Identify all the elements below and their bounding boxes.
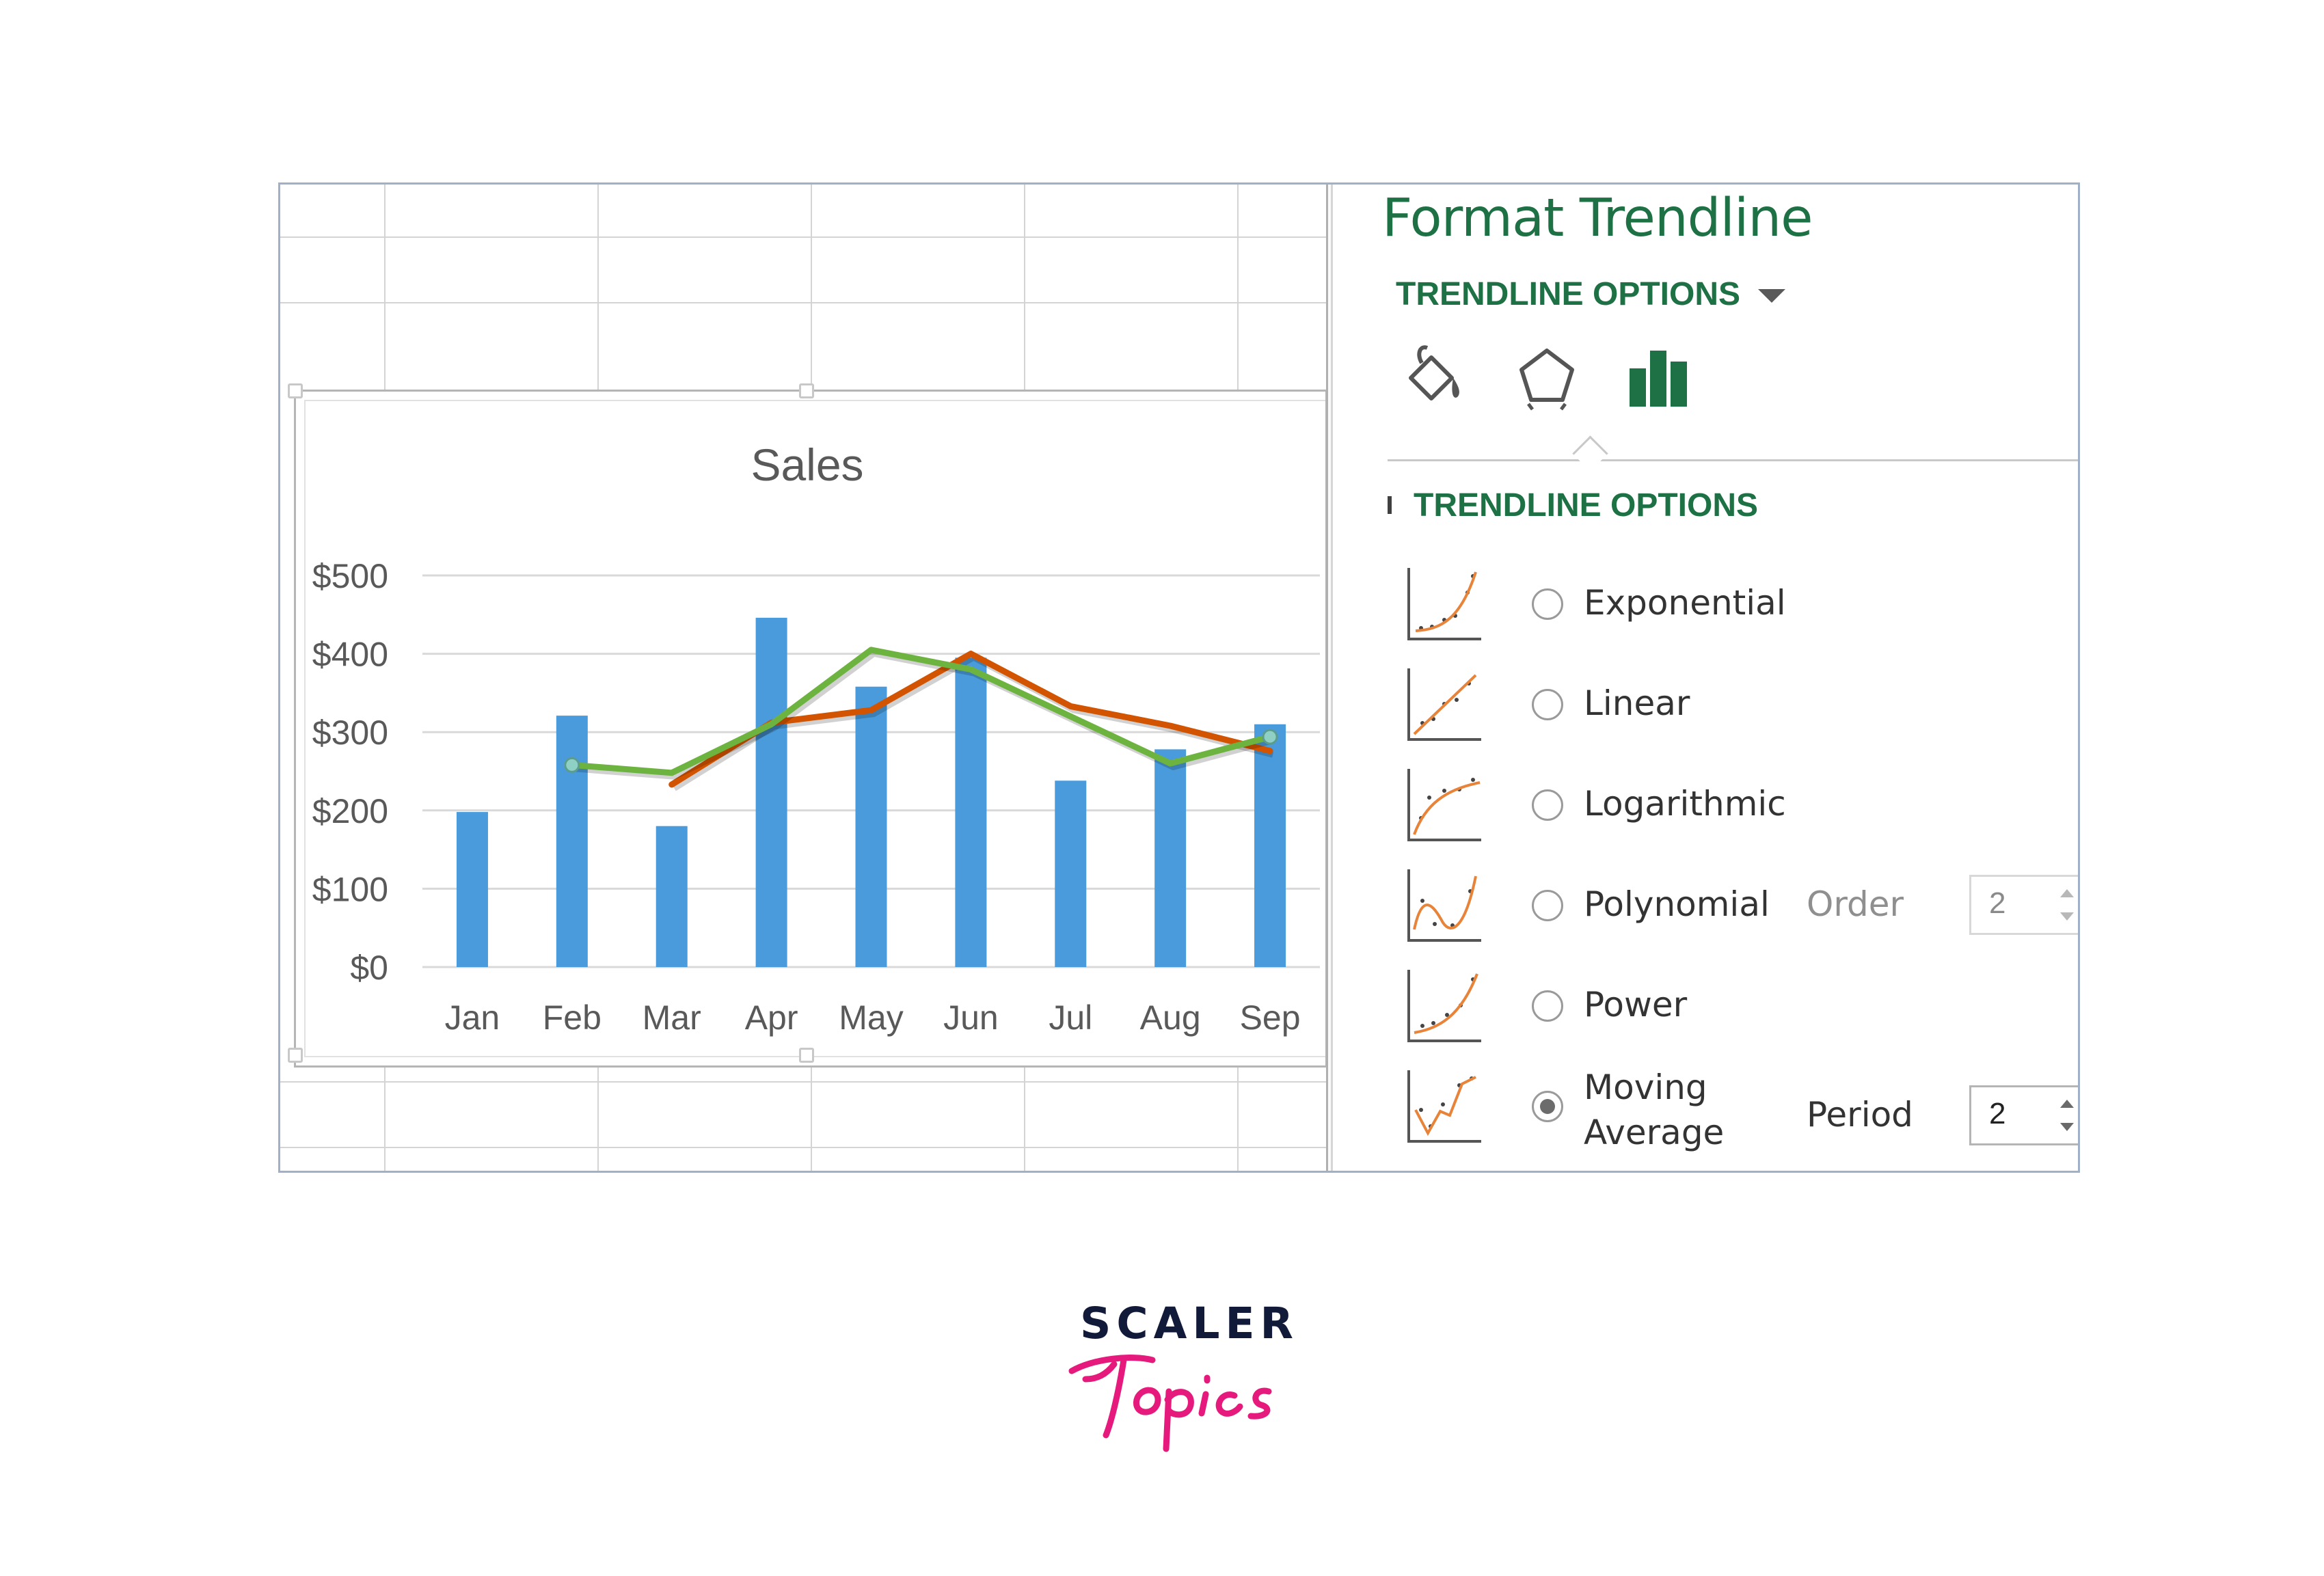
x-tick-label: Jan [445, 998, 500, 1037]
bar [456, 812, 488, 967]
radio-polynomial[interactable] [1532, 890, 1563, 921]
linear-trend-icon [1407, 668, 1481, 741]
logarithmic-curve-icon [1407, 769, 1481, 841]
spin-up-icon [2060, 889, 2074, 897]
option-logarithmic[interactable]: Logarithmic [1405, 763, 2078, 845]
chart-plot: Sales $0 $100 $200 $300 $400 $500 Jan Feb Mar Apr M… [312, 439, 1320, 1037]
label-moving-average-line2: Average [1584, 1113, 1725, 1152]
logo-script [1068, 1355, 1272, 1452]
y-tick-label: $500 [312, 557, 388, 595]
y-tick-label: $100 [312, 870, 388, 908]
bar [855, 686, 887, 967]
y-tick-label: $0 [350, 949, 388, 987]
radio-exponential[interactable] [1532, 588, 1563, 620]
option-moving-average[interactable]: Moving Average Period 2 [1405, 1065, 2078, 1152]
period-value[interactable]: 2 [1989, 1097, 2006, 1130]
x-tick-label: Sep [1240, 998, 1301, 1037]
label-polynomial[interactable]: Polynomial [1584, 884, 1770, 924]
bar [1254, 724, 1286, 967]
trendline-options-dropdown[interactable]: TRENDLINE OPTIONS [1396, 275, 1786, 313]
pane-title: Format Trendline [1382, 188, 1813, 249]
x-tick-label: Jul [1049, 998, 1092, 1037]
y-tick-label: $200 [312, 792, 388, 830]
y-tick-label: $400 [312, 636, 388, 674]
order-label: Order [1807, 884, 1904, 924]
tab-effects[interactable] [1509, 338, 1584, 413]
polynomial-curve-icon [1407, 869, 1481, 942]
radio-logarithmic[interactable] [1532, 789, 1563, 821]
bar-chart-icon [1630, 351, 1687, 407]
spin-down-icon[interactable] [2060, 1123, 2074, 1131]
spreadsheet-grid[interactable]: Sales $0 $100 $200 $300 $400 $500 Jan Feb Mar Apr M… [280, 185, 1326, 1171]
bar [955, 657, 987, 967]
section-heading[interactable]: TRENDLINE OPTIONS [1414, 487, 1759, 524]
radio-power[interactable] [1532, 990, 1563, 1022]
option-exponential[interactable]: Exponential [1405, 562, 2078, 644]
resize-handle-bottom[interactable] [799, 1048, 814, 1063]
x-tick-label: Apr [745, 998, 798, 1037]
pane-splitter[interactable] [1326, 185, 1333, 1171]
tab-trendline-options[interactable] [1623, 338, 1698, 413]
bar [1055, 780, 1087, 967]
order-spinner: 2 [1969, 875, 2078, 935]
dropdown-label: TRENDLINE OPTIONS [1396, 276, 1741, 312]
bar [556, 716, 588, 967]
order-value: 2 [1989, 886, 2006, 920]
trendline-green [569, 647, 1273, 776]
label-logarithmic[interactable]: Logarithmic [1584, 784, 1786, 824]
option-linear[interactable]: Linear [1405, 663, 2078, 745]
option-power[interactable]: Power [1405, 964, 2078, 1046]
period-label: Period [1807, 1095, 1913, 1135]
label-moving-average-line1: Moving [1584, 1068, 1707, 1107]
trendline-endpoint-handle [1262, 729, 1278, 745]
collapse-marker-icon[interactable] [1388, 496, 1392, 514]
y-tick-label: $300 [312, 714, 388, 752]
radio-linear[interactable] [1532, 689, 1563, 720]
trendline-endpoint-handle [564, 757, 580, 773]
format-trendline-pane: Format Trendline TRENDLINE OPTIONS [1333, 185, 2078, 1171]
resize-handle-bottom-left[interactable] [288, 1048, 303, 1063]
dropdown-arrow-icon [1758, 288, 1786, 303]
logo-wordmark: SCALER [1080, 1299, 1299, 1348]
spin-up-icon[interactable] [2060, 1100, 2074, 1108]
period-spinner[interactable]: 2 [1969, 1085, 2078, 1145]
chart-title: Sales [751, 439, 863, 490]
spin-down-icon [2060, 912, 2074, 921]
scaler-topics-logo: SCALER [1066, 1299, 1293, 1469]
tab-separator [1388, 459, 2078, 461]
bar [755, 617, 787, 967]
x-tick-label: May [839, 998, 903, 1037]
x-tick-label: Mar [643, 998, 701, 1037]
label-power[interactable]: Power [1584, 985, 1688, 1024]
x-tick-label: Feb [543, 998, 602, 1037]
resize-handle-top[interactable] [799, 383, 814, 398]
bar [1154, 749, 1187, 967]
option-polynomial[interactable]: Polynomial Order 2 [1405, 864, 2078, 946]
label-linear[interactable]: Linear [1584, 683, 1690, 723]
power-curve-icon [1407, 970, 1481, 1042]
resize-handle-top-left[interactable] [288, 383, 303, 398]
paint-bucket-icon [1409, 345, 1459, 400]
exponential-curve-icon [1407, 568, 1481, 640]
pentagon-icon [1519, 349, 1574, 411]
label-exponential[interactable]: Exponential [1584, 583, 1786, 623]
x-tick-label: Aug [1140, 998, 1201, 1037]
radio-moving-average[interactable] [1532, 1091, 1563, 1122]
x-tick-label: Jun [943, 998, 999, 1037]
tab-fill-line[interactable] [1396, 338, 1471, 413]
bar [656, 826, 688, 967]
active-tab-pointer [1572, 435, 1608, 472]
moving-average-icon [1407, 1070, 1481, 1143]
label-moving-average[interactable]: Moving Average [1584, 1065, 1761, 1155]
sales-chart[interactable]: Sales $0 $100 $200 $300 $400 $500 Jan Feb Mar Apr M… [288, 383, 1326, 1068]
excel-window: Sales $0 $100 $200 $300 $400 $500 Jan Feb Mar Apr M… [278, 182, 2080, 1173]
